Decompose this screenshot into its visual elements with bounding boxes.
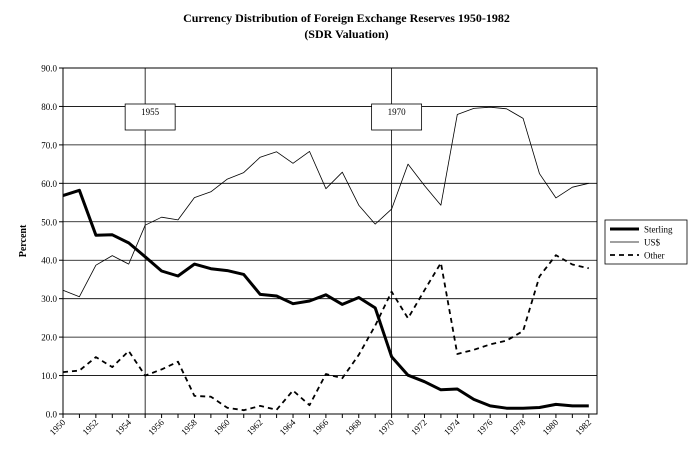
x-tick-label-8: 1966 [311,417,331,437]
y-tick-label-2: 20.0 [41,333,57,343]
grid-lines [63,106,597,376]
y-tick-label-3: 30.0 [41,294,57,304]
y-tick-label-1: 10.0 [41,371,57,381]
axes [62,67,598,415]
annotations: 1955 1970 [124,68,423,414]
x-tick-label-3: 1956 [146,417,166,437]
x-tick-label-13: 1976 [475,417,495,437]
y-tick-label-0: 0.0 [46,410,58,420]
chart-title: Currency Distribution of Foreign Exchang… [183,11,510,25]
series-line-sterling [62,188,589,410]
y-tick-label-6: 60.0 [41,179,57,189]
y-tick-label-4: 40.0 [41,256,57,266]
y-tick-label-9: 90.0 [41,64,57,74]
x-tick-label-2: 1954 [113,417,133,437]
legend-label-2: Other [644,251,665,261]
series-line-us- [62,106,589,298]
x-tick-label-6: 1962 [245,417,265,437]
x-tick-label-1: 1952 [80,417,100,437]
x-tick-label-14: 1978 [508,417,528,437]
series-line-other [62,254,590,412]
y-tick-labels: 0.0 10.0 20.0 30.0 40.0 50.0 60.0 70.0 80.0 90.0 [41,64,63,420]
plot-frame [62,67,598,415]
x-tick-label-5: 1960 [212,417,232,437]
x-tick-label-4: 1958 [179,417,199,437]
y-tick-label-5: 50.0 [41,217,57,227]
x-tick-label-12: 1974 [442,417,462,437]
series-lines [62,106,590,412]
x-tick-label-10: 1970 [376,417,396,437]
annotation-box-0 [124,103,176,131]
legend: Sterling US$ Other [604,219,688,265]
x-tick-label-9: 1968 [343,417,363,437]
annotation-label-1: 1970 [388,107,407,117]
y-axis-label: Percent [18,224,29,257]
y-tick-label-7: 70.0 [41,140,57,150]
annotation-label-0: 1955 [141,107,160,117]
legend-label-1: US$ [644,238,661,248]
annotation-box-1 [371,103,423,131]
y-tick-label-8: 80.0 [41,102,57,112]
x-tick-label-11: 1972 [409,417,429,437]
x-tick-label-15: 1980 [541,417,561,437]
chart-subtitle: (SDR Valuation) [304,27,389,41]
x-tick-label-7: 1964 [278,417,298,437]
x-tick-label-16: 1982 [573,417,593,437]
x-tick-labels: 1950 1952 1954 1956 1958 1960 1962 1964 1966 1968… [48,414,593,437]
legend-label-0: Sterling [644,225,673,235]
x-tick-label-0: 1950 [48,417,68,437]
